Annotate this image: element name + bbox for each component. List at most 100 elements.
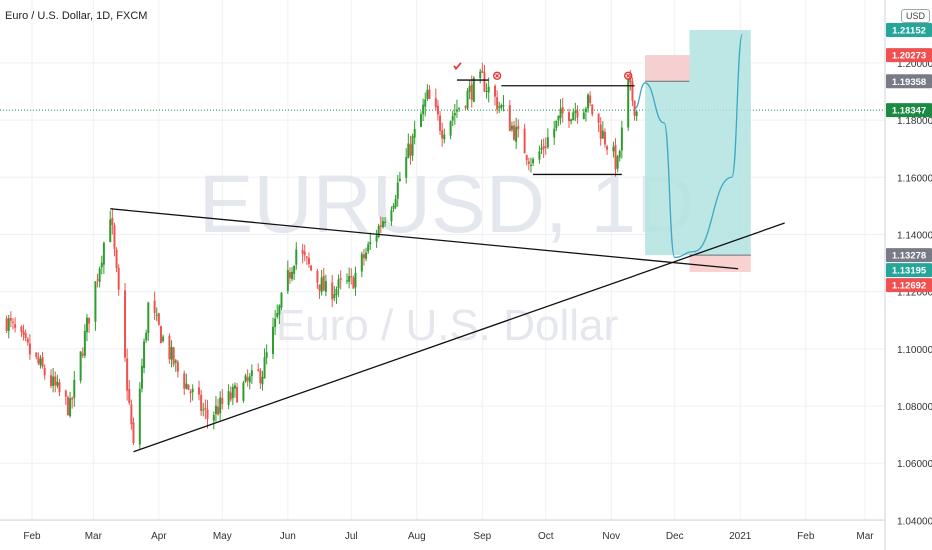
candle-body — [143, 341, 146, 368]
candle-body — [500, 105, 503, 108]
candle-body — [250, 370, 253, 377]
candle-body — [582, 112, 585, 119]
candle-body — [28, 343, 31, 355]
candle-body — [546, 137, 549, 148]
candle-body — [126, 358, 129, 391]
candle-body — [58, 382, 61, 393]
price-tag-label: 1.18347 — [892, 106, 926, 117]
candle-body — [337, 279, 340, 289]
candle-body — [288, 272, 291, 279]
y-tick-label: 1.10000 — [897, 345, 932, 356]
candle-body — [214, 405, 217, 414]
candle-body — [354, 272, 357, 288]
y-tick-label: 1.18000 — [897, 116, 932, 127]
candle-body — [422, 104, 425, 115]
candle-body — [219, 397, 222, 414]
candle-body — [379, 225, 382, 227]
candle-body — [263, 357, 266, 379]
candle-body — [191, 388, 194, 393]
candle-body — [618, 150, 621, 158]
y-tick-label: 1.14000 — [897, 230, 932, 241]
candle-body — [322, 275, 325, 291]
candle-body — [346, 280, 349, 282]
candle-body — [589, 95, 592, 104]
candle-body — [109, 219, 112, 242]
candle-body — [365, 252, 368, 259]
x-tick-label: 2021 — [729, 531, 752, 542]
candle-body — [147, 302, 150, 334]
candle-body — [483, 72, 486, 92]
candle-body — [538, 151, 541, 160]
candle-body — [601, 130, 604, 139]
price-tag — [886, 248, 932, 263]
candle-body — [85, 317, 88, 333]
y-tick-label: 1.16000 — [897, 173, 932, 184]
candle-body — [227, 391, 230, 405]
candle-body — [576, 111, 579, 118]
price-tag — [886, 74, 932, 89]
candle-body — [407, 143, 410, 159]
candle-body — [396, 182, 399, 199]
price-tag-label: 1.12692 — [892, 281, 926, 292]
candle-body — [599, 124, 602, 139]
candle-body — [96, 279, 99, 281]
candle-body — [496, 97, 499, 110]
candle-body — [39, 358, 42, 366]
candle-body — [257, 369, 260, 371]
candle-body — [398, 178, 401, 181]
candle-body — [291, 271, 294, 280]
candle-body — [392, 205, 395, 209]
x-tick-label: Aug — [408, 531, 426, 542]
candle-body — [606, 146, 609, 150]
candle-body — [189, 391, 192, 394]
candle-body — [22, 331, 25, 335]
candle-body — [568, 112, 571, 122]
candle-body — [434, 98, 437, 108]
candle-body — [515, 126, 518, 142]
candle-body — [572, 112, 575, 121]
candle-body — [153, 300, 156, 314]
price-tag — [886, 22, 932, 37]
y-tick-label: 1.12000 — [897, 288, 932, 299]
trendlines[interactable] — [110, 79, 785, 453]
x-tick-label: Feb — [23, 531, 41, 542]
candle-body — [455, 109, 458, 112]
candle-body — [50, 375, 53, 386]
chart-grid — [0, 0, 885, 521]
candle-body — [229, 392, 232, 400]
position-zones[interactable] — [645, 30, 751, 272]
candle-body — [424, 99, 427, 107]
candle-body — [318, 284, 321, 291]
candle-body — [274, 318, 277, 328]
candle-body — [128, 389, 131, 403]
candle-body — [544, 146, 547, 148]
y-tick-label: 1.04000 — [897, 516, 932, 527]
candle-body — [464, 106, 467, 108]
candle-body — [26, 338, 29, 343]
trendline — [110, 208, 739, 270]
candle-body — [244, 375, 247, 382]
candle-body — [409, 144, 412, 156]
candle-body — [259, 370, 262, 384]
candle-body — [11, 321, 14, 323]
y-tick-label: 1.20000 — [897, 59, 932, 70]
candle-body — [320, 277, 323, 293]
x-tick-label: Dec — [666, 531, 684, 542]
candle-body — [310, 265, 313, 271]
candle-body — [529, 164, 532, 166]
candle-body — [307, 257, 310, 265]
candle-body — [316, 271, 319, 283]
x-tick-label: Sep — [473, 531, 491, 542]
candle-body — [487, 86, 490, 93]
candle-body — [411, 136, 414, 156]
candle-body — [265, 352, 268, 358]
candle-body — [162, 336, 165, 342]
candle-body — [377, 225, 380, 238]
candle-body — [428, 89, 431, 99]
candle-body — [451, 115, 454, 121]
candle-body — [324, 281, 327, 292]
currency-button[interactable]: USD — [901, 9, 931, 23]
candle-body — [157, 313, 160, 325]
x-marker-cross — [495, 73, 500, 78]
